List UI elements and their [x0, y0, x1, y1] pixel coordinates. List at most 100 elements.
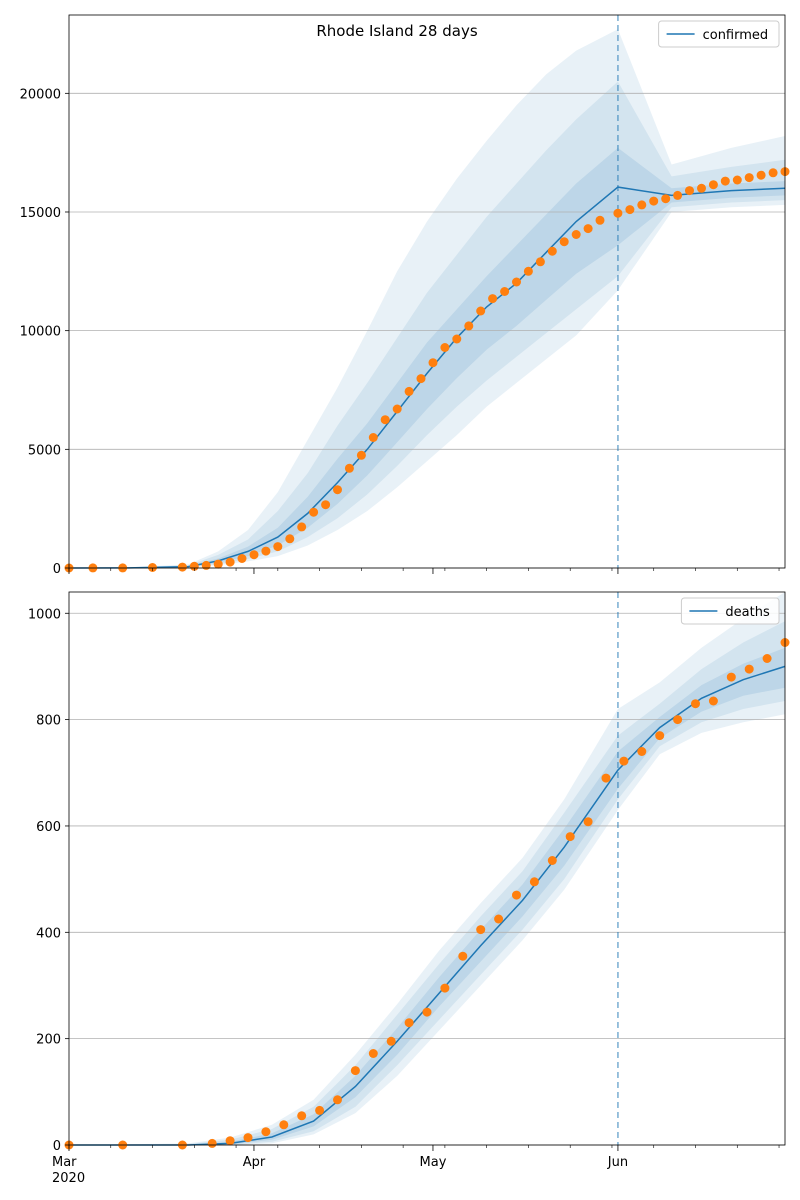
legend-label-confirmed: confirmed: [703, 28, 769, 43]
observed-point: [691, 699, 700, 709]
observed-point: [404, 386, 414, 396]
observed-point: [625, 205, 635, 215]
observed-point: [655, 731, 665, 741]
observed-point: [416, 374, 426, 384]
observed-point: [148, 563, 157, 572]
observed-point: [321, 500, 331, 510]
observed-point: [476, 925, 486, 935]
observed-point: [529, 877, 539, 887]
y-tick-label: 10000: [20, 325, 61, 340]
observed-point: [547, 856, 557, 865]
observed-point: [213, 559, 223, 569]
observed-point: [344, 463, 354, 473]
observed-point: [225, 557, 235, 567]
confirmed-legend: confirmed: [658, 20, 780, 48]
confirmed-band-80: [69, 81, 785, 568]
observed-point: [732, 175, 742, 185]
observed-point: [297, 522, 307, 532]
observed-point: [458, 951, 468, 961]
observed-point: [261, 1127, 271, 1137]
y-tick-label: 400: [36, 926, 61, 941]
observed-point: [225, 1136, 235, 1146]
y-tick-label: 1000: [28, 607, 61, 622]
y-tick-label: 0: [53, 1139, 61, 1154]
observed-point: [708, 696, 718, 706]
observed-point: [315, 1105, 325, 1115]
deaths-y-axis: 0 200 400 600 800 1000: [28, 607, 69, 1154]
y-tick-label: 200: [36, 1033, 61, 1048]
observed-point: [523, 266, 533, 276]
observed-point: [768, 168, 778, 178]
observed-point: [464, 321, 474, 331]
observed-point: [237, 554, 247, 563]
confirmed-band-50: [69, 147, 785, 568]
y-tick-label: 5000: [28, 443, 61, 458]
observed-point: [720, 176, 730, 186]
observed-point: [547, 246, 557, 256]
observed-point: [500, 287, 510, 296]
deaths-axes-frame: [68, 591, 786, 1146]
observed-point: [535, 257, 545, 267]
observed-point: [685, 186, 694, 196]
legend-box: [658, 20, 780, 48]
legend-box: [680, 597, 780, 625]
observed-point: [428, 358, 438, 368]
chart-title: Rhode Island 28 days: [316, 22, 477, 40]
observed-point: [309, 507, 319, 517]
observed-point: [350, 1066, 360, 1076]
observed-point: [297, 1111, 307, 1121]
observed-point: [380, 415, 390, 425]
observed-point: [494, 914, 504, 924]
confirmed-axes-frame: [68, 14, 786, 569]
observed-point: [744, 664, 754, 674]
observed-point: [637, 747, 647, 756]
observed-point: [356, 450, 366, 460]
observed-point: [512, 277, 521, 287]
observed-point: [637, 200, 647, 210]
deaths-legend: deaths: [680, 597, 780, 625]
x-tick-label: Apr: [243, 1155, 266, 1170]
observed-point: [422, 1007, 432, 1017]
observed-point: [243, 1133, 253, 1143]
confirmed-x-axis: [68, 568, 780, 574]
observed-point: [583, 817, 593, 827]
observed-point: [279, 1120, 289, 1130]
observed-point: [661, 194, 671, 204]
observed-point: [368, 433, 378, 442]
observed-point: [726, 672, 736, 682]
y-tick-label: 15000: [20, 206, 61, 221]
observed-point: [189, 561, 199, 571]
observed-point: [249, 550, 259, 560]
observed-point: [392, 404, 402, 414]
observed-point: [512, 890, 521, 900]
y-tick-label: 800: [36, 714, 61, 729]
observed-point: [762, 654, 772, 663]
confirmed-observed-points: [64, 167, 790, 573]
observed-point: [649, 196, 659, 206]
observed-point: [404, 1018, 414, 1028]
observed-point: [333, 485, 342, 495]
observed-point: [261, 546, 271, 556]
observed-point: [559, 237, 569, 247]
observed-point: [333, 1095, 342, 1105]
observed-point: [613, 208, 623, 218]
x-tick-label: Jun: [607, 1155, 628, 1170]
observed-point: [285, 534, 295, 544]
x-tick-label: Mar: [52, 1155, 77, 1170]
observed-point: [368, 1049, 378, 1058]
deaths-band-95: [69, 592, 785, 1145]
confirmed-band-95: [69, 29, 785, 568]
observed-point: [440, 983, 450, 993]
observed-point: [207, 1138, 217, 1148]
observed-point: [744, 173, 754, 183]
observed-point: [273, 542, 283, 552]
observed-point: [565, 832, 575, 842]
confirmed-uncertainty-bands: [69, 29, 785, 568]
observed-point: [440, 343, 450, 352]
observed-point: [583, 224, 593, 234]
y-tick-label: 600: [36, 820, 61, 835]
observed-point: [201, 560, 211, 570]
observed-point: [673, 715, 683, 725]
